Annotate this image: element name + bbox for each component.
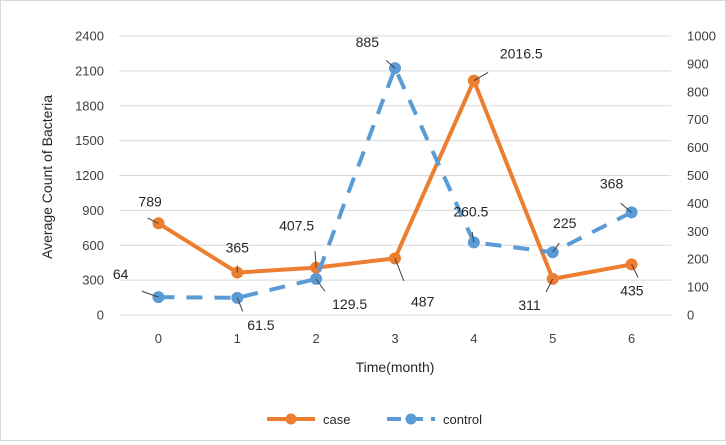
right-y-tick-label: 900 xyxy=(687,56,709,71)
right-y-tick-label: 1000 xyxy=(687,29,716,44)
left-y-tick-label: 1800 xyxy=(75,98,104,113)
control-label-leader xyxy=(471,231,475,243)
case-data-label: 365 xyxy=(226,240,250,256)
x-axis: 0 1 2 3 4 5 6 xyxy=(155,331,635,346)
left-y-tick-label: 1200 xyxy=(75,168,104,183)
case-label-leader xyxy=(394,258,405,281)
left-y-tick-label: 600 xyxy=(82,238,104,253)
left-y-tick-label: 2400 xyxy=(75,29,104,44)
right-y-tick-label: 500 xyxy=(687,168,709,183)
control-data-label: 225 xyxy=(553,215,577,231)
case-data-label: 435 xyxy=(620,282,644,298)
case-label-leader xyxy=(147,217,159,224)
right-y-tick-label: 800 xyxy=(687,84,709,99)
right-y-tick-label: 400 xyxy=(687,196,709,211)
data-labels: 789 365 407.5 487 2016.5 311 435 64 61.5 129.5 885… xyxy=(113,34,644,333)
case-data-label: 311 xyxy=(518,297,541,313)
left-y-tick-label: 900 xyxy=(82,203,104,218)
case-data-label: 2016.5 xyxy=(500,46,543,62)
x-tick-label: 5 xyxy=(549,331,556,346)
x-tick-label: 1 xyxy=(234,331,241,346)
control-label-leader xyxy=(141,290,159,298)
right-y-tick-label: 300 xyxy=(687,224,709,239)
control-data-label: 885 xyxy=(356,34,380,50)
case-data-label: 487 xyxy=(411,293,435,309)
control-label-leader xyxy=(385,60,396,69)
left-y-axis: 0 300 600 900 1200 1500 1800 2100 2400 xyxy=(75,29,104,323)
x-tick-label: 3 xyxy=(391,331,398,346)
left-y-tick-label: 1500 xyxy=(75,133,104,148)
case-label-leader xyxy=(631,264,639,278)
legend: case control xyxy=(267,412,482,427)
control-data-label: 129.5 xyxy=(332,296,367,312)
control-data-label: 368 xyxy=(600,175,624,191)
x-tick-label: 0 xyxy=(155,331,162,346)
right-y-tick-label: 700 xyxy=(687,112,709,127)
control-legend-marker xyxy=(405,413,417,425)
gridlines xyxy=(119,35,671,316)
control-legend-label: control xyxy=(443,412,482,427)
x-tick-label: 4 xyxy=(470,331,477,346)
case-legend-marker xyxy=(285,413,297,425)
case-data-label: 789 xyxy=(138,193,162,209)
control-data-label: 260.5 xyxy=(453,203,488,219)
x-axis-title: Time(month) xyxy=(356,359,435,375)
right-y-tick-label: 100 xyxy=(687,280,709,295)
case-legend-label: case xyxy=(323,412,350,427)
control-data-label: 64 xyxy=(113,266,129,282)
case-label-leader xyxy=(314,251,317,268)
case-label-leader xyxy=(473,72,489,82)
case-label-leader xyxy=(545,278,554,293)
x-tick-label: 6 xyxy=(628,331,635,346)
left-y-tick-label: 300 xyxy=(82,273,104,288)
series-layer xyxy=(152,62,638,304)
case-data-label: 407.5 xyxy=(279,218,314,234)
right-y-tick-label: 600 xyxy=(687,140,709,155)
left-y-tick-label: 2100 xyxy=(75,63,104,78)
control-data-label: 61.5 xyxy=(247,317,274,333)
y-axis-title: Average Count of Bacteria xyxy=(39,95,55,259)
right-y-tick-label: 200 xyxy=(687,252,709,267)
left-y-tick-label: 0 xyxy=(97,308,104,323)
right-y-axis: 0 100 200 300 400 500 600 700 800 900 1000 xyxy=(687,29,716,323)
control-label-leader xyxy=(620,202,632,213)
control-label-leader xyxy=(236,297,244,312)
right-y-tick-label: 0 xyxy=(687,308,694,323)
x-tick-label: 2 xyxy=(313,331,320,346)
control-label-leader xyxy=(315,278,326,292)
control-label-leader xyxy=(552,242,560,253)
